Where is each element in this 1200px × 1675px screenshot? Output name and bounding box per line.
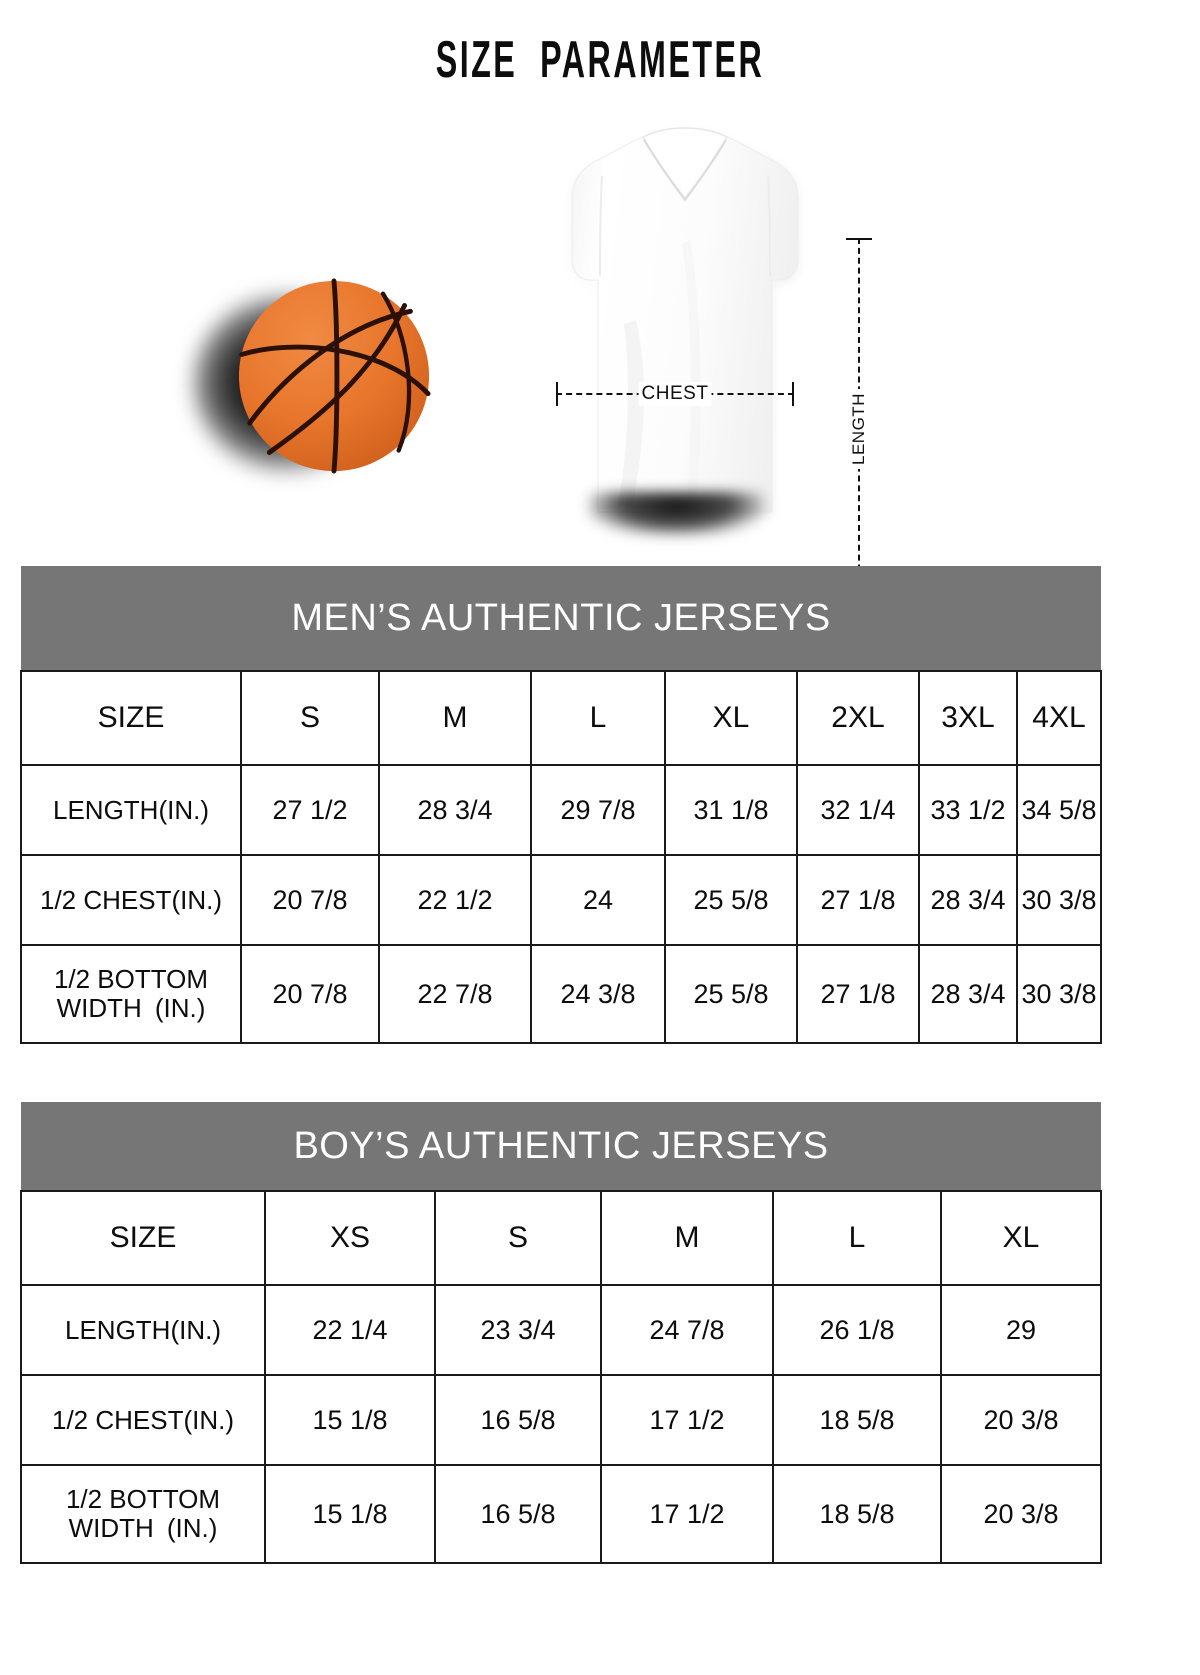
boys-row-chest: 1/2 CHEST(IN.) 15 1/8 16 5/8 17 1/2 18 5… (20, 1374, 1103, 1466)
boys-header-row: SIZE XS S M L XL (20, 1190, 1103, 1286)
boys-banner-title: BOY’S AUTHENTIC JERSEYS (21, 1102, 1102, 1191)
boys-row-bottom-width: 1/2 BOTTOM WIDTH (IN.) 15 1/8 16 5/8 17 … (20, 1464, 1103, 1564)
mens-chest-2xl: 27 1/8 (796, 854, 920, 946)
mens-length-l: 29 7/8 (530, 764, 666, 856)
mens-header-xl: XL (664, 670, 798, 766)
boys-size-table: BOY’S AUTHENTIC JERSEYS SIZE XS S M L XL… (20, 1102, 1103, 1564)
boys-length-xs: 22 1/4 (264, 1284, 436, 1376)
mens-banner-row: MEN’S AUTHENTIC JERSEYS (21, 566, 1101, 671)
boys-banner-row: BOY’S AUTHENTIC JERSEYS (21, 1102, 1102, 1191)
boys-row-label-chest: 1/2 CHEST(IN.) (20, 1374, 266, 1466)
mens-bottom-l: 24 3/8 (530, 944, 666, 1044)
boys-length-xl: 29 (939, 1284, 1103, 1376)
mens-chest-3xl: 28 3/4 (918, 854, 1018, 946)
mens-header-2xl: 2XL (796, 670, 920, 766)
mens-length-3xl: 33 1/2 (918, 764, 1018, 856)
boys-chest-l: 18 5/8 (772, 1374, 942, 1466)
mens-header-l: L (530, 670, 666, 766)
mens-header-3xl: 3XL (918, 670, 1018, 766)
jersey-icon (571, 127, 799, 513)
chest-dimension-line: CHEST (556, 382, 794, 406)
jersey-illustration (540, 120, 830, 540)
mens-banner-title: MEN’S AUTHENTIC JERSEYS (21, 566, 1101, 671)
mens-row-bottom-width: 1/2 BOTTOM WIDTH (IN.) 20 7/8 22 7/8 24 … (20, 944, 1102, 1044)
boys-header-xs: XS (264, 1190, 436, 1286)
boys-header-m: M (600, 1190, 774, 1286)
jersey-shadow (588, 492, 764, 536)
boys-row-label-length: LENGTH(IN.) (20, 1284, 266, 1376)
mens-row-label-length: LENGTH(IN.) (20, 764, 242, 856)
boys-bottom-l: 18 5/8 (772, 1464, 942, 1564)
chest-label: CHEST (638, 382, 712, 406)
boys-header-l: L (772, 1190, 942, 1286)
boys-chest-s: 16 5/8 (434, 1374, 602, 1466)
boys-chest-xs: 15 1/8 (264, 1374, 436, 1466)
mens-bottom-2xl: 27 1/8 (796, 944, 920, 1044)
length-tick-top (846, 238, 872, 240)
mens-chest-xl: 25 5/8 (664, 854, 798, 946)
chest-tick-left (556, 382, 558, 406)
mens-header-m: M (378, 670, 532, 766)
length-dimension-line: LENGTH (846, 238, 872, 620)
boys-chest-m: 17 1/2 (600, 1374, 774, 1466)
mens-row-label-bottom-width: 1/2 BOTTOM WIDTH (IN.) (20, 944, 242, 1044)
mens-length-xl: 31 1/8 (664, 764, 798, 856)
mens-length-4xl: 34 5/8 (1016, 764, 1102, 856)
mens-header-s: S (240, 670, 380, 766)
mens-bottom-s: 20 7/8 (240, 944, 380, 1044)
boys-bottom-xl: 20 3/8 (939, 1464, 1103, 1564)
boys-header-xl: XL (939, 1190, 1103, 1286)
boys-row-label-bottom-width-line1: 1/2 BOTTOM (65, 1483, 221, 1514)
mens-size-table: MEN’S AUTHENTIC JERSEYS SIZE S M L XL 2X… (20, 566, 1102, 1044)
boys-chest-xl: 20 3/8 (939, 1374, 1103, 1466)
mens-chest-l: 24 (530, 854, 666, 946)
mens-bottom-4xl: 30 3/8 (1016, 944, 1102, 1044)
mens-chest-s: 20 7/8 (240, 854, 380, 946)
boys-length-m: 24 7/8 (600, 1284, 774, 1376)
boys-bottom-m: 17 1/2 (600, 1464, 774, 1564)
mens-bottom-xl: 25 5/8 (664, 944, 798, 1044)
mens-row-label-bottom-width-line1: 1/2 BOTTOM (53, 963, 209, 994)
boys-header-s: S (434, 1190, 602, 1286)
mens-row-length: LENGTH(IN.) 27 1/2 28 3/4 29 7/8 31 1/8 … (20, 764, 1102, 856)
mens-length-2xl: 32 1/4 (796, 764, 920, 856)
boys-row-length: LENGTH(IN.) 22 1/4 23 3/4 24 7/8 26 1/8 … (20, 1284, 1103, 1376)
mens-bottom-m: 22 7/8 (378, 944, 532, 1044)
length-label: LENGTH (849, 389, 869, 469)
chest-tick-right (792, 382, 794, 406)
boys-bottom-s: 16 5/8 (434, 1464, 602, 1564)
illustration-area: CHEST LENGTH (0, 110, 1200, 620)
boys-bottom-xs: 15 1/8 (264, 1464, 436, 1564)
boys-header-size: SIZE (20, 1190, 266, 1286)
mens-chest-4xl: 30 3/8 (1016, 854, 1102, 946)
boys-row-label-bottom-width: 1/2 BOTTOM WIDTH (IN.) (20, 1464, 266, 1564)
mens-chest-m: 22 1/2 (378, 854, 532, 946)
mens-length-m: 28 3/4 (378, 764, 532, 856)
basketball-icon (238, 278, 431, 474)
mens-header-4xl: 4XL (1016, 670, 1102, 766)
mens-length-s: 27 1/2 (240, 764, 380, 856)
mens-header-row: SIZE S M L XL 2XL 3XL 4XL (20, 670, 1102, 766)
boys-length-l: 26 1/8 (772, 1284, 942, 1376)
mens-bottom-3xl: 28 3/4 (918, 944, 1018, 1044)
boys-length-s: 23 3/4 (434, 1284, 602, 1376)
boys-row-label-bottom-width-line2: WIDTH (IN.) (68, 1513, 218, 1543)
basketball-illustration (194, 278, 436, 478)
mens-header-size: SIZE (20, 670, 242, 766)
mens-row-chest: 1/2 CHEST(IN.) 20 7/8 22 1/2 24 25 5/8 2… (20, 854, 1102, 946)
mens-row-label-bottom-width-line2: WIDTH (IN.) (56, 993, 206, 1023)
page-title: SIZE PARAMETER (435, 31, 765, 89)
mens-row-label-chest: 1/2 CHEST(IN.) (20, 854, 242, 946)
